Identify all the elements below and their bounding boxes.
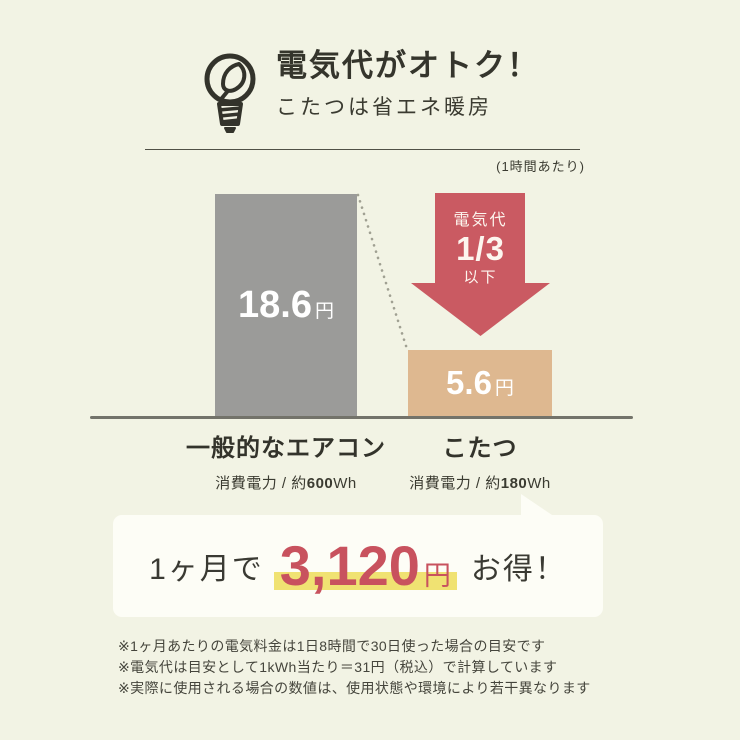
divider-line (145, 149, 580, 150)
bar-kotatsu-value: 5.6 円 (446, 364, 514, 401)
power-aircon: 消費電力 / 約600Wh (215, 475, 357, 492)
footnotes: ※1ヶ月あたりの電気料金は1日8時間で30日使った場合の目安です ※電気代は目安… (118, 636, 591, 699)
page-title: 電気代がオトク！ (276, 48, 540, 83)
footnote-3: ※実際に使用される場合の数値は、使用状態や環境により若干異なります (118, 680, 591, 696)
leaf-lightbulb-icon (204, 53, 256, 133)
footnote-1: ※1ヶ月あたりの電気料金は1日8時間で30日使った場合の目安です (118, 638, 546, 654)
savings-box (113, 515, 603, 617)
power-kotatsu: 消費電力 / 約180Wh (409, 475, 551, 492)
per-hour-caption: (1時間あたり) (496, 159, 585, 174)
reduction-arrow: 電気代 1/3 以下 (411, 193, 550, 336)
dotted-connector-line (356, 193, 409, 351)
chart-baseline (90, 416, 633, 419)
savings-message: 1ヶ月で 3,120 円 お得！ (149, 534, 567, 597)
bar-kotatsu: 5.6 円 (408, 350, 552, 416)
category-aircon: 一般的なエアコン 消費電力 / 約600Wh (166, 428, 406, 493)
bar-aircon: 18.6 円 (215, 194, 357, 416)
header: 電気代がオトク！ こたつは省エネ暖房 (0, 48, 740, 138)
category-kotatsu: こたつ 消費電力 / 約180Wh (360, 428, 600, 493)
bar-aircon-value: 18.6 円 (238, 283, 334, 326)
savings-amount: 3,120 円 (273, 538, 457, 594)
down-arrow-icon (411, 193, 550, 336)
page-subtitle: こたつは省エネ暖房 (276, 95, 492, 119)
speech-bubble-tail (521, 494, 555, 517)
yellow-highlight (273, 572, 457, 590)
footnote-2: ※電気代は目安として1kWh当たり＝31円（税込）で計算しています (118, 659, 558, 675)
reduction-arrow-text: 電気代 1/3 以下 (453, 212, 508, 286)
